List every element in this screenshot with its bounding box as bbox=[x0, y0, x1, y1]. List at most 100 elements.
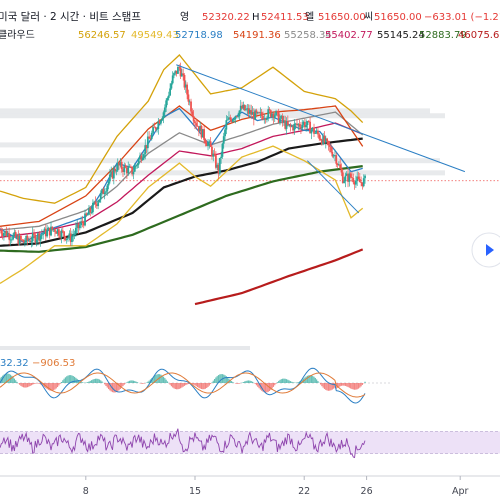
candle-body bbox=[183, 74, 186, 88]
symbol-title: 미국 달러 · 2 시간 · 비트 스탬프 bbox=[0, 11, 141, 23]
candle-body bbox=[256, 112, 259, 114]
scroll-to-realtime-button[interactable] bbox=[471, 232, 500, 268]
candle-body bbox=[119, 161, 122, 166]
candle-body bbox=[331, 152, 334, 157]
candle-body bbox=[154, 127, 157, 130]
candle-body bbox=[122, 169, 124, 173]
candle-body bbox=[107, 181, 110, 186]
candle-body bbox=[218, 157, 221, 174]
candle-body bbox=[18, 235, 21, 245]
close-value: 51650.00 bbox=[374, 12, 422, 23]
candle-body bbox=[166, 97, 169, 101]
candle-body bbox=[335, 155, 338, 164]
candle-body bbox=[14, 232, 17, 238]
candle-body bbox=[152, 126, 154, 133]
candle-body bbox=[23, 242, 26, 244]
ma-line bbox=[0, 111, 364, 231]
high-value: 52411.53 bbox=[261, 12, 309, 23]
indicator-value: 55402.77 bbox=[325, 30, 373, 41]
candle-body bbox=[89, 208, 92, 213]
candle-body bbox=[8, 233, 11, 240]
candle-body bbox=[132, 171, 135, 175]
candle-body bbox=[361, 182, 364, 187]
candle-body bbox=[86, 214, 89, 216]
candle-body bbox=[314, 132, 317, 134]
candle-body bbox=[271, 113, 274, 117]
candle-body bbox=[31, 233, 34, 242]
candle-body bbox=[124, 165, 127, 168]
candle-body bbox=[279, 118, 281, 123]
candle-body bbox=[345, 173, 348, 176]
candle-body bbox=[61, 230, 64, 232]
x-tick-label: 15 bbox=[189, 486, 201, 497]
candle-body bbox=[250, 110, 253, 115]
candle-body bbox=[77, 223, 80, 229]
candle-body bbox=[320, 140, 323, 145]
candle-body bbox=[294, 123, 297, 125]
candle-body bbox=[144, 145, 147, 155]
candle-body bbox=[209, 141, 212, 147]
candle-body bbox=[252, 112, 255, 120]
candle-body bbox=[48, 227, 51, 236]
candle-body bbox=[190, 101, 192, 112]
candle-body bbox=[245, 109, 247, 111]
candle-body bbox=[303, 121, 306, 128]
candle-body bbox=[167, 95, 170, 98]
candle-body bbox=[30, 241, 33, 243]
candle-body bbox=[317, 130, 319, 135]
level-band bbox=[0, 170, 445, 176]
candle-body bbox=[276, 111, 279, 112]
candle-body bbox=[324, 138, 327, 143]
x-tick-label: Apr bbox=[452, 486, 469, 497]
candle-body bbox=[123, 165, 126, 173]
candle-body bbox=[196, 125, 199, 127]
candle-body bbox=[163, 107, 166, 113]
candle-body bbox=[334, 155, 336, 156]
candle-body bbox=[205, 143, 208, 147]
candle-body bbox=[37, 233, 39, 240]
candle-body bbox=[201, 129, 204, 138]
candle-body bbox=[262, 115, 264, 120]
candle-body bbox=[174, 70, 177, 74]
candle-body bbox=[105, 191, 107, 193]
indicator-value: 55258.34 bbox=[284, 30, 332, 41]
candle-body bbox=[213, 153, 216, 156]
candle-body bbox=[230, 119, 233, 122]
candle-body bbox=[269, 110, 272, 117]
indicator-label: 클라우드 bbox=[0, 29, 35, 41]
candle-body bbox=[239, 105, 242, 111]
candle-body bbox=[217, 164, 220, 174]
candle-body bbox=[177, 66, 179, 74]
open-label: 영 bbox=[180, 11, 189, 23]
candle-body bbox=[158, 121, 161, 124]
candle-body bbox=[354, 180, 357, 185]
candle-body bbox=[99, 193, 102, 200]
candle-body bbox=[302, 121, 305, 125]
candle-body bbox=[90, 212, 93, 213]
candle-body bbox=[180, 73, 183, 77]
candle-body bbox=[258, 112, 260, 114]
candle-body bbox=[126, 167, 128, 174]
candle-body bbox=[93, 201, 96, 203]
candle-body bbox=[42, 233, 45, 235]
candle-body bbox=[323, 135, 326, 143]
candle-body bbox=[200, 125, 203, 138]
legend-header: 미국 달러 · 2 시간 · 비트 스탬프 영 52320.22 H 52411… bbox=[0, 10, 500, 23]
candle-body bbox=[22, 239, 25, 243]
candle-body bbox=[20, 235, 22, 240]
candle-body bbox=[120, 161, 123, 170]
candlesticks bbox=[0, 62, 366, 248]
candle-body bbox=[214, 155, 217, 168]
candle-body bbox=[254, 110, 257, 120]
candle-body bbox=[139, 155, 141, 160]
candle-body bbox=[9, 239, 12, 241]
candle-body bbox=[186, 84, 188, 95]
candle-body bbox=[150, 132, 153, 139]
candle-body bbox=[195, 123, 198, 126]
candle-body bbox=[71, 236, 73, 243]
candle-body bbox=[39, 235, 42, 241]
candle-body bbox=[326, 138, 328, 141]
candle-body bbox=[306, 121, 309, 126]
candle-body bbox=[212, 153, 215, 157]
